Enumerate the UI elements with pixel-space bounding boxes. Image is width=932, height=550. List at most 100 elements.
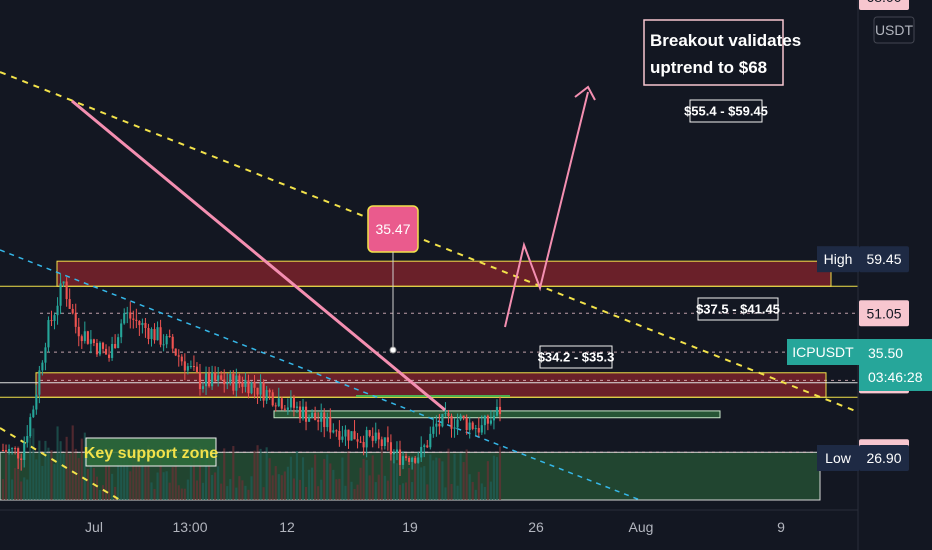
candle-body [362,441,365,448]
candle-body [486,415,489,424]
candle-body [423,445,426,447]
volume-bar [453,453,456,500]
candle-body [244,380,247,387]
annotations-layer: 35.47 Breakout validates uptrend to $68 $55… [84,19,801,467]
candle-body [280,398,283,409]
volume-bar [338,478,341,500]
last-price-value: 35.50 [868,345,903,361]
candle-body [347,429,350,441]
volume-bar [298,479,302,500]
volume-bar [1,479,5,500]
candle-body [17,448,20,459]
volume-bar [129,471,132,500]
candle-body [159,327,162,345]
candle-body [74,313,77,327]
candle-body [326,417,329,428]
candle-body [350,431,353,441]
candle-body [192,366,195,368]
volume-bar [477,471,480,500]
volume-bar [465,449,468,500]
volume-bar [292,478,295,500]
volume-bar [417,462,420,500]
candle-body [265,390,268,401]
candle-body [453,427,456,429]
zone-box [35,372,827,398]
candle-body [47,320,50,348]
axis-price-label: 26.90 [866,450,901,466]
candle-body [147,328,150,340]
volume-bar [241,480,244,500]
volume-bar [147,445,150,500]
zone-label: $55.4 - $59.45 [684,104,768,119]
candle-body [332,430,335,433]
candle-body [168,335,171,337]
volume-bar [323,458,326,500]
volume-bar [62,453,65,500]
volume-bar [383,475,386,500]
volume-bar [114,486,117,500]
volume-bar [141,454,144,500]
breakout-text-line2: uptrend to $68 [650,58,767,77]
candle-body [292,397,295,408]
time-axis-layer: Jul 13:00 12 19 26 Aug 9 [0,509,858,535]
volume-bar [483,486,486,500]
candle-body [23,442,26,460]
candle-body [26,436,29,443]
candle-body [256,387,259,395]
volume-bar [432,460,435,500]
candle-body [156,327,159,341]
trendlines-layer [71,85,596,412]
volume-bar [414,463,417,500]
volume-bar [256,445,259,500]
volume-bar [44,440,47,500]
candle-body [132,318,135,320]
candle-body [353,431,356,440]
volume-bar [123,449,126,500]
candle-body [432,426,435,434]
candle-body [71,308,74,314]
volume-bar [441,461,444,500]
volume-bar [77,458,80,500]
volume-bar [471,481,474,500]
volume-bar [389,453,392,500]
volume-bar [301,457,305,500]
candle-body [417,457,420,463]
candle-body [262,382,265,401]
volume-bar [380,448,383,500]
volume-bar [265,447,268,500]
candle-body [456,419,459,428]
volume-bar [186,479,189,500]
volume-bar [274,466,277,500]
volume-bar [371,455,374,500]
volume-bar [98,489,102,500]
volume-bar [311,467,314,500]
price-axis-layer: USDT68.00High59.4551.0544.7940.22ICPUSDT… [787,0,932,550]
last-price-symbol: ICPUSDT [792,344,854,360]
volume-bar [126,459,129,500]
volume-bar [71,425,74,500]
volume-bar [350,481,353,500]
candle-body [253,382,256,388]
axis-price-label: 68.00 [866,0,901,5]
volume-bar [344,485,347,500]
volume-bar [280,475,283,500]
candle-body [204,373,208,387]
volume-bar [8,454,11,500]
candle-body [117,337,120,349]
axis-price-tag [859,246,909,273]
candle-body [162,344,165,346]
volume-bar [314,454,317,500]
candle-body [359,441,362,443]
breakout-textbox [643,19,784,86]
volume-bar [144,457,147,500]
volume-bar [189,461,192,500]
volume-bar [32,428,35,500]
volume-bar [395,463,399,500]
volume-bar [320,479,323,500]
candle-body [483,415,486,426]
candle-body [135,319,138,321]
candle-body [20,458,23,460]
axis-prefix-label: High [824,251,853,267]
currency-badge[interactable] [873,16,915,44]
